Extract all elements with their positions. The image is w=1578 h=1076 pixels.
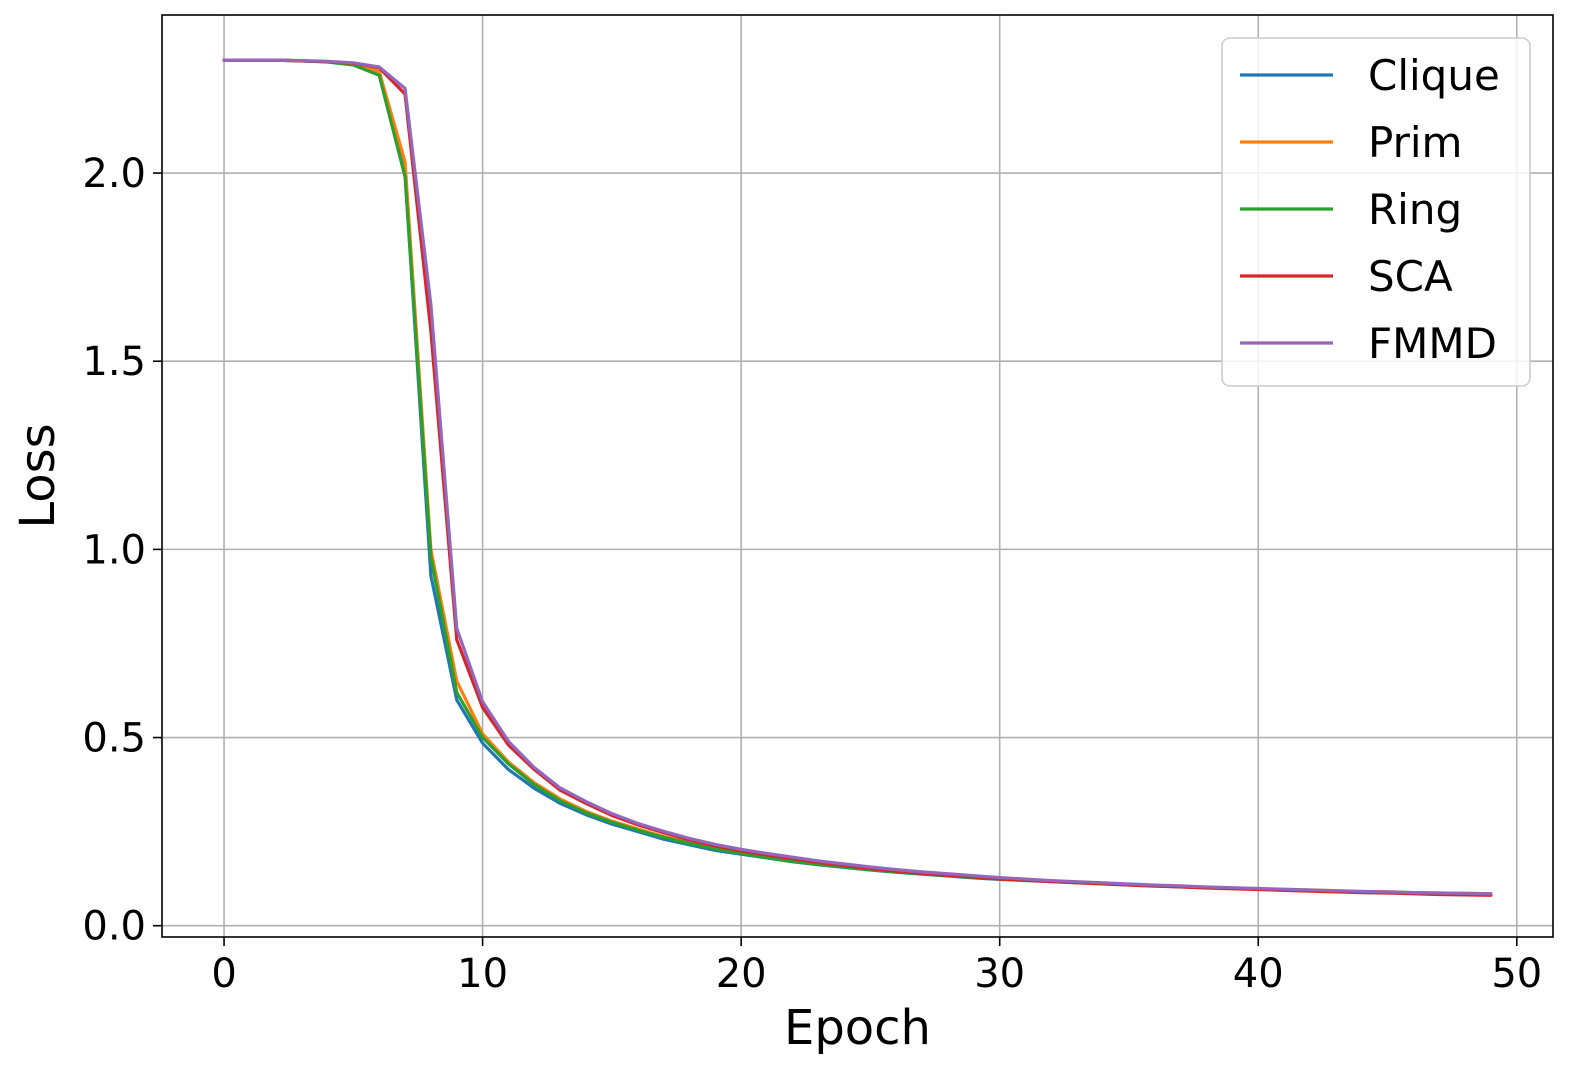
legend-label-sca: SCA — [1368, 252, 1453, 301]
x-tick-label: 30 — [974, 951, 1025, 997]
x-axis-label: Epoch — [784, 1000, 931, 1056]
plot-area-frame — [161, 14, 1554, 938]
y-tick-label: 1.0 — [82, 527, 146, 573]
legend-frame — [1221, 37, 1531, 387]
axis-ticks: 0 10 20 30 40 50 0.0 0.5 1.0 1.5 2.0 — [82, 151, 1542, 997]
legend-label-prim: Prim — [1368, 118, 1462, 167]
legend-label-clique: Clique — [1368, 51, 1500, 100]
legend: Clique Prim Ring SCA FMMD — [1221, 37, 1531, 387]
x-tick-label: 50 — [1491, 951, 1542, 997]
y-tick-label: 2.0 — [82, 151, 146, 197]
x-tick-label: 40 — [1233, 951, 1284, 997]
x-tick-label: 0 — [211, 951, 236, 997]
x-tick-label: 10 — [457, 951, 508, 997]
y-tick-label: 0.0 — [82, 904, 146, 950]
series-lines — [222, 58, 1493, 897]
x-tick-label: 20 — [716, 951, 767, 997]
legend-label-ring: Ring — [1368, 185, 1462, 234]
series-line-fmmd — [222, 58, 1493, 896]
y-tick-label: 0.5 — [82, 716, 146, 762]
y-tick-label: 1.5 — [82, 339, 146, 385]
legend-label-fmmd: FMMD — [1368, 319, 1497, 368]
y-axis-label: Loss — [10, 423, 66, 528]
